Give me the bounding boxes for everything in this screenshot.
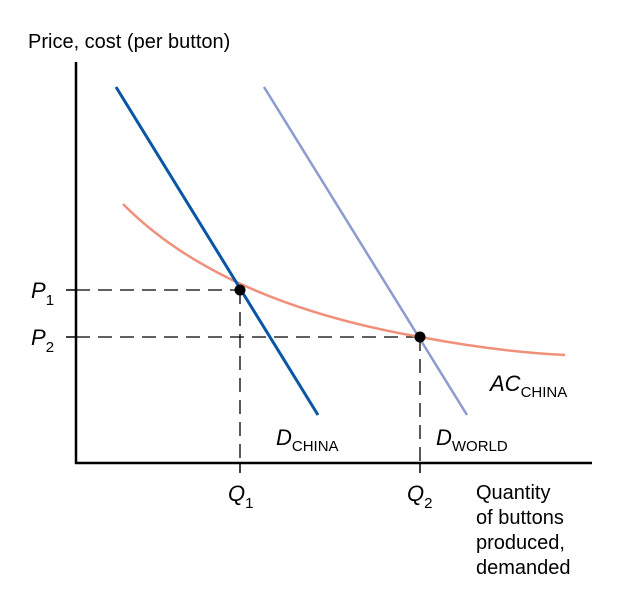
label-q1: Q1: [228, 481, 253, 512]
label-d-world: DWORLD: [436, 425, 508, 455]
point-p2-q2: [414, 331, 426, 343]
x-axis-title-line-4: demanded: [476, 557, 571, 579]
label-q2: Q2: [407, 481, 432, 512]
label-ac-china: ACCHINA: [488, 371, 567, 401]
label-p2: P2: [31, 325, 54, 356]
ac-china-curve: [122, 203, 566, 357]
x-axis-title-line-2: of buttons: [476, 507, 564, 529]
x-axis-title: Quantity of buttons produced, demanded: [476, 482, 571, 579]
d-china-line: [114, 86, 320, 416]
x-axis-title-line-1: Quantity: [476, 482, 550, 504]
label-p1: P1: [31, 278, 54, 309]
point-p1-q1: [234, 284, 246, 296]
y-axis-title: Price, cost (per button): [28, 31, 230, 53]
d-world-line: [262, 86, 469, 416]
x-axis-title-line-3: produced,: [476, 532, 565, 554]
label-d-china: DCHINA: [276, 425, 339, 455]
